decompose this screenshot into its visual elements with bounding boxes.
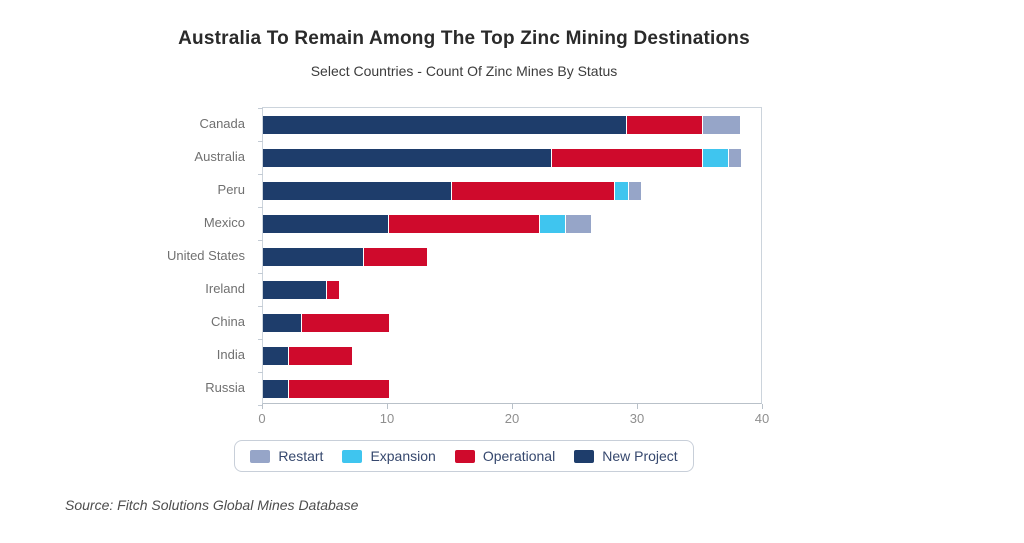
bar-track (263, 214, 591, 233)
category-axis: Canada Australia Peru Mexico United States Ir… (0, 107, 254, 404)
bar-segment-new-project (263, 181, 451, 200)
bar-row-india (263, 339, 761, 372)
bar-row-ireland (263, 273, 761, 306)
y-axis-tick (258, 240, 263, 241)
legend-item-restart: Restart (250, 448, 323, 464)
legend-label-restart: Restart (278, 448, 324, 464)
legend-item-new-project: New Project (574, 448, 678, 464)
category-label-russia: Russia (205, 380, 245, 395)
bar-segment-operational (626, 115, 702, 134)
bar-segment-new-project (263, 214, 388, 233)
category-label-china: China (211, 314, 245, 329)
legend-swatch-new-project (574, 449, 595, 463)
x-tick-label: 30 (629, 411, 645, 426)
bar-segment-operational (551, 148, 702, 167)
bar-row-canada (263, 108, 761, 141)
legend-label-expansion: Expansion (370, 448, 436, 464)
bar-row-russia (263, 372, 761, 405)
y-axis-tick (258, 141, 263, 142)
bar-track (263, 247, 427, 266)
bar-segment-expansion (615, 181, 628, 200)
category-label-canada: Canada (199, 116, 245, 131)
legend-item-operational: Operational (454, 448, 556, 464)
y-axis-tick (258, 174, 263, 175)
bar-row-china (263, 306, 761, 339)
bar-segment-restart (566, 214, 591, 233)
bar-segment-new-project (263, 115, 626, 134)
bar-track (263, 346, 352, 365)
source-note: Source: Fitch Solutions Global Mines Dat… (65, 497, 359, 513)
x-tick-label: 10 (379, 411, 395, 426)
y-axis-tick (258, 339, 263, 340)
category-label-australia: Australia (194, 149, 245, 164)
y-axis-tick (258, 306, 263, 307)
x-tick-label: 40 (754, 411, 770, 426)
legend-item-expansion: Expansion (342, 448, 436, 464)
category-label-peru: Peru (217, 182, 245, 197)
bar-row-peru (263, 174, 761, 207)
bar-track (263, 181, 641, 200)
x-tick-mark (512, 404, 513, 409)
bar-segment-expansion (540, 214, 565, 233)
y-axis-tick (258, 273, 263, 274)
x-tick-label: 0 (258, 411, 266, 426)
bar-row-united-states (263, 240, 761, 273)
bar-segment-expansion (702, 148, 728, 167)
bar-segment-operational (301, 313, 389, 332)
chart-subtitle: Select Countries - Count Of Zinc Mines B… (310, 63, 618, 79)
x-tick-mark (762, 404, 763, 409)
legend-label-new-project: New Project (602, 448, 678, 464)
legend-swatch-expansion (342, 449, 363, 463)
bar-segment-restart (728, 148, 741, 167)
bar-segment-operational (326, 280, 339, 299)
y-axis-tick (258, 108, 263, 109)
category-label-united-states: United States (166, 248, 245, 263)
bar-segment-new-project (263, 148, 551, 167)
y-axis-tick (258, 405, 263, 406)
bar-segment-restart (702, 115, 740, 134)
category-label-ireland: Ireland (205, 281, 245, 296)
category-label-mexico: Mexico (203, 215, 245, 230)
legend-swatch-restart (250, 449, 271, 463)
bar-segment-new-project (263, 379, 288, 398)
bar-segment-restart (628, 181, 641, 200)
bar-track (263, 148, 741, 167)
bar-segment-operational (389, 214, 539, 233)
bar-segment-operational (451, 181, 614, 200)
bar-track (263, 379, 389, 398)
x-tick-mark (262, 404, 263, 409)
bar-track (263, 280, 339, 299)
category-label-india: India (216, 347, 245, 362)
bar-segment-new-project (263, 313, 301, 332)
bar-row-mexico (263, 207, 761, 240)
plot-area (258, 107, 762, 406)
chart-title: Australia To Remain Among The Top Zinc M… (178, 28, 750, 49)
bar-segment-new-project (263, 247, 363, 266)
x-tick-mark (387, 404, 388, 409)
bar-segment-operational (289, 379, 389, 398)
legend-container: Restart Expansion Operational New Project (0, 440, 928, 472)
x-tick-label: 20 (504, 411, 520, 426)
y-axis-tick (258, 207, 263, 208)
x-tick-mark (637, 404, 638, 409)
bar-segment-new-project (263, 280, 326, 299)
bar-track (263, 313, 389, 332)
bar-segment-operational (289, 346, 352, 365)
bar-segment-operational (364, 247, 427, 266)
bar-row-australia (263, 141, 761, 174)
legend-label-operational: Operational (482, 448, 556, 464)
x-axis: 0 10 20 30 40 (258, 404, 769, 434)
legend: Restart Expansion Operational New Project (234, 440, 694, 472)
y-axis-tick (258, 372, 263, 373)
bar-segment-new-project (263, 346, 288, 365)
bar-track (263, 115, 740, 134)
legend-swatch-operational (454, 449, 475, 463)
